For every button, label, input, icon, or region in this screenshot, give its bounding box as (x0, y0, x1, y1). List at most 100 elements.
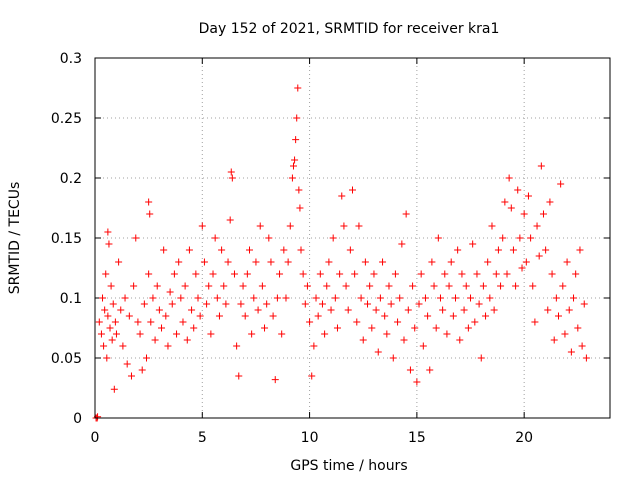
data-point (381, 312, 389, 320)
data-points (92, 84, 590, 422)
data-point (452, 294, 459, 302)
data-point (111, 318, 119, 326)
data-point (121, 294, 129, 302)
data-point (103, 354, 111, 362)
data-point (325, 258, 333, 266)
data-point (130, 282, 138, 290)
data-point (479, 282, 487, 290)
data-point (146, 210, 154, 218)
data-point (355, 222, 363, 230)
data-point (145, 270, 153, 278)
data-point (301, 300, 309, 308)
data-point (246, 246, 253, 254)
data-point (106, 324, 114, 332)
data-point (439, 306, 447, 314)
data-point (117, 306, 125, 314)
data-point (256, 222, 264, 230)
data-point (490, 306, 498, 314)
data-point (248, 330, 256, 338)
data-point (391, 270, 399, 278)
data-point (458, 270, 466, 278)
data-point (227, 168, 235, 176)
y-tick-label: 0.05 (51, 351, 82, 367)
data-point (196, 312, 204, 320)
data-point (353, 318, 361, 326)
data-point (327, 306, 335, 314)
data-point (278, 330, 286, 338)
data-point (456, 336, 464, 344)
data-point (570, 294, 578, 302)
data-point (469, 240, 477, 248)
data-point (288, 174, 296, 182)
data-point (284, 258, 292, 266)
data-point (507, 204, 515, 212)
data-point (361, 258, 369, 266)
data-point (299, 270, 307, 278)
data-point (572, 270, 580, 278)
data-point (99, 294, 107, 302)
data-point (529, 282, 537, 290)
data-point (514, 186, 522, 194)
data-point (338, 192, 346, 200)
data-point (467, 294, 475, 302)
data-point (192, 270, 200, 278)
data-point (155, 306, 163, 314)
data-point (200, 258, 208, 266)
data-point (226, 216, 234, 224)
data-point (160, 246, 168, 254)
data-point (303, 282, 311, 290)
axis-ticks: 0 0.05 0.1 0.15 0.2 0.25 0.3 0 5 10 15 20 (51, 51, 610, 446)
y-axis-label: SRMTID / TECUs (7, 182, 23, 295)
data-point (166, 288, 174, 296)
data-point (477, 354, 485, 362)
data-point (267, 258, 275, 266)
data-point (539, 210, 547, 218)
data-point (394, 318, 402, 326)
data-point (185, 246, 193, 254)
data-point (396, 294, 404, 302)
data-point (282, 294, 290, 302)
data-point (488, 222, 496, 230)
data-point (145, 198, 153, 206)
data-point (537, 162, 545, 170)
data-point (203, 300, 211, 308)
data-point (557, 180, 565, 188)
data-point (105, 240, 113, 248)
data-point (501, 198, 509, 206)
data-point (432, 324, 440, 332)
data-point (215, 312, 223, 320)
data-point (297, 246, 305, 254)
data-point (576, 246, 584, 254)
data-point (115, 258, 123, 266)
data-point (97, 330, 105, 338)
data-point (522, 258, 530, 266)
data-point (295, 186, 303, 194)
data-point (213, 294, 221, 302)
data-point (233, 342, 241, 350)
data-point (520, 210, 528, 218)
data-point (241, 312, 249, 320)
data-point (179, 318, 187, 326)
data-point (486, 294, 494, 302)
y-tick-label: 0.25 (51, 111, 82, 127)
data-point (443, 330, 451, 338)
data-point (379, 258, 387, 266)
data-point (574, 324, 582, 332)
data-point (505, 174, 513, 182)
data-point (149, 294, 157, 302)
data-point (323, 282, 331, 290)
data-point (548, 270, 556, 278)
data-point (273, 294, 281, 302)
data-point (224, 258, 232, 266)
data-point (374, 348, 382, 356)
data-point (263, 300, 271, 308)
data-point (207, 330, 215, 338)
data-point (230, 270, 238, 278)
data-point (580, 300, 588, 308)
data-point (582, 354, 590, 362)
data-point (342, 282, 350, 290)
data-point (101, 306, 109, 314)
y-tick-label: 0.2 (60, 171, 82, 187)
data-point (271, 376, 279, 384)
